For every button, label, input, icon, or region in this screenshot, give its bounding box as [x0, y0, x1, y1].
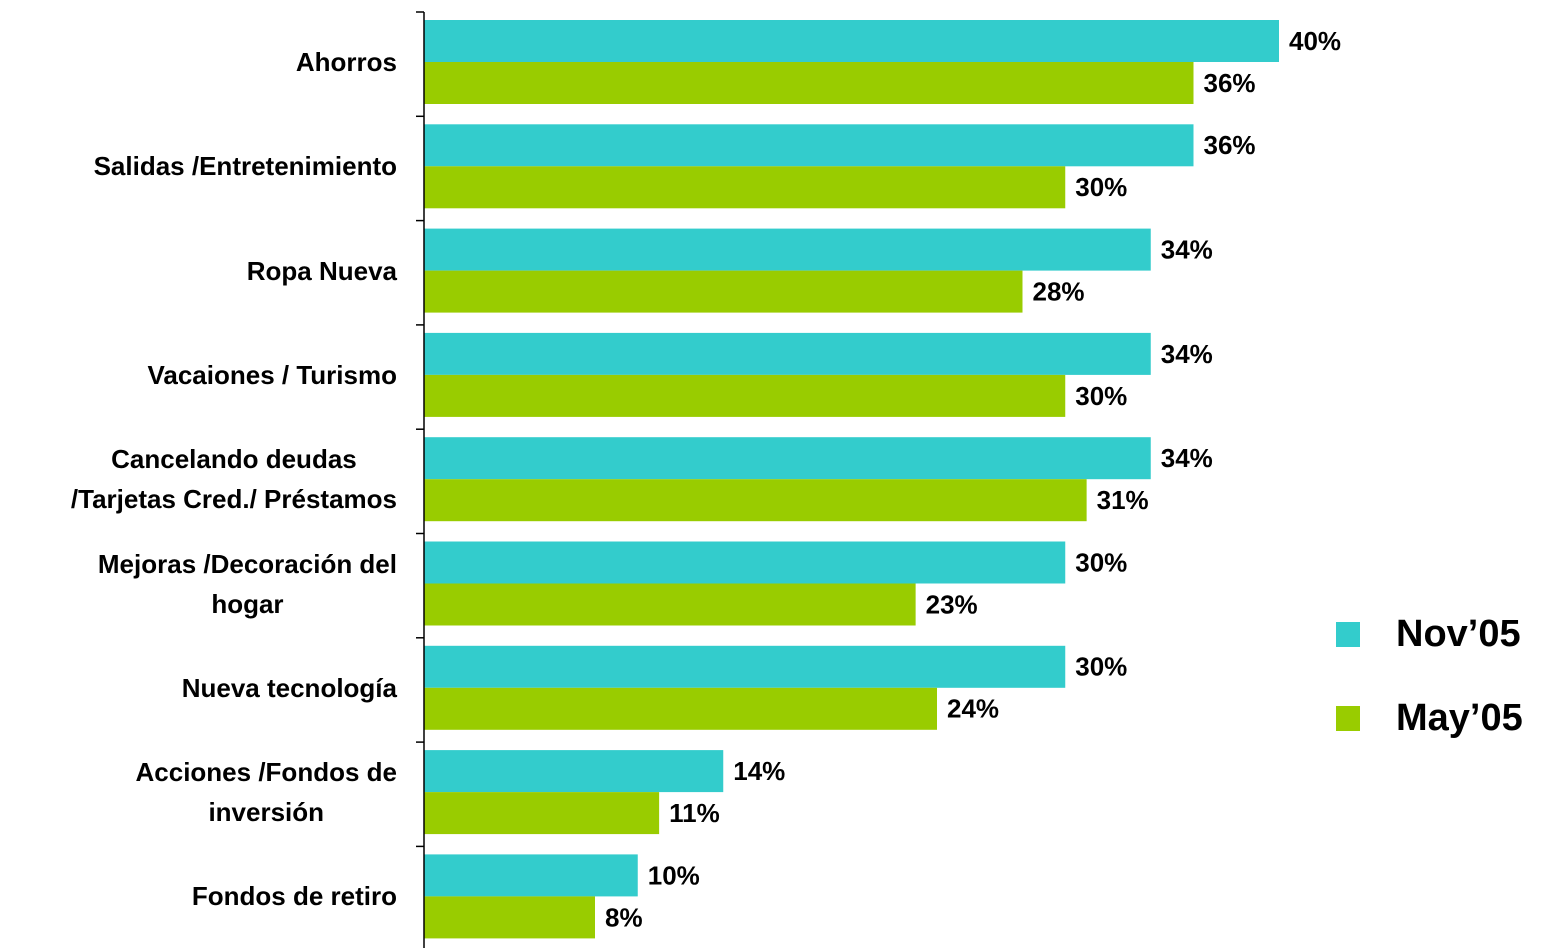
value-label: 40% — [1289, 26, 1341, 56]
category-label: Fondos de retiro — [191, 881, 397, 912]
bar — [424, 437, 1151, 480]
bar — [424, 374, 1066, 417]
bar — [424, 124, 1194, 167]
bar — [424, 20, 1279, 62]
value-label: 8% — [605, 902, 643, 932]
bar — [424, 792, 660, 835]
category-label: Vacaiones / Turismo — [147, 359, 397, 390]
bar — [424, 896, 595, 939]
category-label: Mejoras /Decoración del hogar — [97, 548, 397, 619]
category-label: Salidas /Entretenimiento — [93, 151, 397, 182]
value-label: 28% — [1033, 276, 1085, 306]
value-label: 30% — [1075, 547, 1127, 577]
bar — [424, 854, 638, 897]
value-label: 34% — [1161, 339, 1213, 369]
value-label: 23% — [926, 589, 978, 619]
bar — [424, 62, 1194, 104]
bar — [424, 645, 1066, 688]
category-label: Ahorros — [295, 47, 397, 77]
value-label: 34% — [1161, 234, 1213, 264]
value-label: 34% — [1161, 443, 1213, 473]
value-label: 11% — [669, 798, 720, 828]
legend-swatch — [1336, 622, 1360, 647]
value-label: 36% — [1204, 130, 1256, 160]
value-label: 30% — [1075, 381, 1127, 411]
category-label: Acciones /Fondos de inversión — [135, 757, 398, 828]
value-label: 24% — [947, 694, 999, 724]
category-label: Ropa Nueva — [246, 255, 397, 286]
value-label: 10% — [648, 860, 700, 890]
category-label: Nueva tecnología — [181, 672, 397, 703]
value-label: 30% — [1075, 652, 1127, 682]
legend-label: May’05 — [1396, 697, 1523, 739]
bar — [424, 166, 1066, 209]
value-label: 36% — [1204, 68, 1256, 98]
bar — [424, 583, 916, 626]
value-label: 14% — [733, 756, 785, 786]
legend-swatch — [1336, 706, 1360, 731]
bar — [424, 750, 724, 793]
value-label: 31% — [1097, 485, 1149, 515]
legend-label: Nov’05 — [1396, 613, 1521, 655]
category-label: Cancelando deudas /Tarjetas Cred./ Prést… — [70, 444, 397, 515]
bar — [424, 687, 937, 730]
bar — [424, 479, 1087, 522]
value-label: 30% — [1075, 172, 1127, 202]
bar — [424, 541, 1066, 584]
bar — [424, 228, 1151, 271]
bar — [424, 270, 1023, 313]
bar — [424, 332, 1151, 375]
